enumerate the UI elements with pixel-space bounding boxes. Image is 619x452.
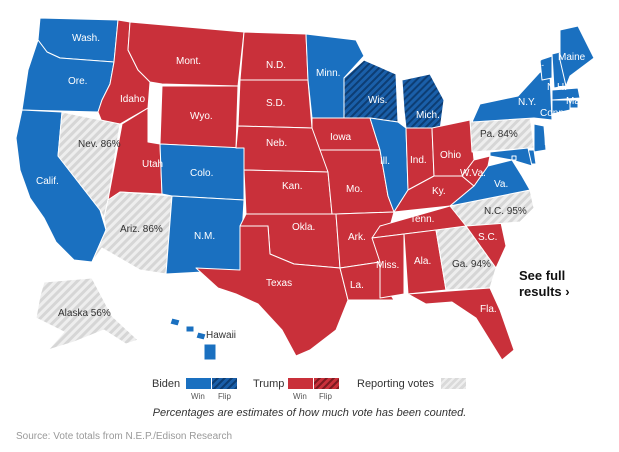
- state-label-fl: Fla.: [480, 304, 497, 315]
- state-nd[interactable]: [239, 31, 309, 81]
- state-label-de: Del.: [538, 156, 556, 167]
- state-label-ne: Neb.: [266, 138, 287, 149]
- state-label-nd: N.D.: [266, 60, 286, 71]
- legend-reporting-swatch: [441, 378, 466, 389]
- state-label-mn: Minn.: [316, 68, 340, 79]
- state-ms[interactable]: [371, 233, 405, 299]
- state-label-va: Va.: [494, 179, 508, 190]
- state-label-il: Ill.: [380, 156, 390, 167]
- legend-trump-win-label: Win: [293, 392, 307, 401]
- state-label-id: Idaho: [120, 94, 145, 105]
- state-ak[interactable]: [35, 277, 139, 351]
- state-label-oh: Ohio: [440, 150, 462, 161]
- state-label-la: La.: [350, 280, 364, 291]
- state-label-nm: N.M.: [194, 231, 215, 242]
- state-label-sc: S.C.: [478, 232, 497, 243]
- state-label-mt: Mont.: [176, 56, 201, 67]
- state-vt[interactable]: [539, 55, 553, 81]
- state-ga[interactable]: [435, 225, 497, 291]
- legend-biden-win-label: Win: [191, 392, 205, 401]
- state-label-vt: Vt.: [532, 58, 544, 69]
- state-label-nh: N.H.: [547, 82, 567, 93]
- legend-trump-label: Trump: [253, 378, 285, 390]
- state-label-mi: Mich.: [416, 110, 440, 121]
- us-election-map: Wash. Ore. Calif. Idaho Nev. 86% Mont. Wyo. Uta…: [15, 17, 595, 361]
- state-ny[interactable]: [471, 71, 553, 123]
- state-label-ia: Iowa: [330, 132, 352, 143]
- state-label-nj: N.J.: [544, 137, 562, 148]
- state-label-ak: Alaska 56%: [58, 308, 111, 319]
- state-label-ga: Ga. 94%: [452, 259, 491, 270]
- state-label-ma: Mass.: [566, 96, 593, 107]
- state-label-wi: Wis.: [368, 95, 387, 106]
- legend-trump-win-swatch: [288, 378, 313, 389]
- legend-biden-label: Biden: [152, 378, 181, 390]
- state-label-co: Colo.: [190, 168, 213, 179]
- state-label-or: Ore.: [68, 76, 87, 87]
- state-label-nc: N.C. 95%: [484, 206, 527, 217]
- legend-reporting-label: Reporting votes: [357, 378, 435, 390]
- state-label-me: Maine: [558, 52, 586, 63]
- state-label-tx: Texas: [266, 278, 292, 289]
- state-wv[interactable]: [461, 155, 491, 187]
- state-label-nv: Nev. 86%: [78, 139, 121, 150]
- see-full-results-text[interactable]: See full results ›: [519, 268, 570, 299]
- state-me[interactable]: [559, 25, 595, 87]
- state-label-mo: Mo.: [346, 184, 363, 195]
- state-dc[interactable]: [511, 155, 517, 161]
- source-line: Source: Vote totals from N.E.P./Edison R…: [16, 431, 233, 442]
- state-label-ny: N.Y.: [518, 97, 536, 108]
- state-tx[interactable]: [195, 225, 349, 357]
- see-full-results-link[interactable]: See full results ›: [519, 268, 591, 300]
- state-label-ky: Ky.: [432, 186, 446, 197]
- state-label-hi: Hawaii: [206, 330, 236, 341]
- state-label-pa: Pa. 84%: [480, 129, 518, 140]
- state-label-ar: Ark.: [348, 232, 366, 243]
- map-note: Percentages are estimates of how much vo…: [152, 407, 467, 419]
- state-md[interactable]: [489, 147, 533, 167]
- state-label-wa: Wash.: [72, 33, 100, 44]
- legend-biden-flip-label: Flip: [218, 392, 231, 401]
- state-label-ks: Kan.: [282, 181, 303, 192]
- state-label-az: Ariz. 86%: [120, 224, 163, 235]
- state-label-ms: Miss.: [376, 260, 399, 271]
- legend-trump-flip-label: Flip: [319, 392, 332, 401]
- state-ma[interactable]: [551, 87, 581, 101]
- state-label-ri: R.I.: [564, 120, 580, 131]
- state-mi[interactable]: [401, 73, 445, 131]
- state-label-tn: Tenn.: [410, 214, 434, 225]
- state-label-wy: Wyo.: [190, 111, 213, 122]
- map-legend: Biden Win Flip Trump Win Flip Reporting …: [0, 376, 619, 406]
- state-label-in: Ind.: [410, 155, 427, 166]
- state-label-ut: Utah: [142, 159, 163, 170]
- legend-trump-flip-swatch: [314, 378, 339, 389]
- state-nj[interactable]: [533, 123, 547, 153]
- state-label-sd: S.D.: [266, 98, 285, 109]
- state-hi[interactable]: [169, 317, 217, 361]
- state-label-wv: W.Va.: [460, 168, 486, 179]
- state-ct[interactable]: [551, 99, 571, 115]
- state-mt[interactable]: [127, 21, 245, 87]
- legend-biden-win-swatch: [186, 378, 211, 389]
- state-label-al: Ala.: [414, 256, 431, 267]
- legend-biden-flip-swatch: [212, 378, 237, 389]
- state-label-ct: Conn.: [540, 108, 567, 119]
- state-ks[interactable]: [243, 169, 333, 215]
- state-label-ca: Calif.: [36, 176, 59, 187]
- state-fl[interactable]: [407, 287, 515, 361]
- state-label-ok: Okla.: [292, 222, 315, 233]
